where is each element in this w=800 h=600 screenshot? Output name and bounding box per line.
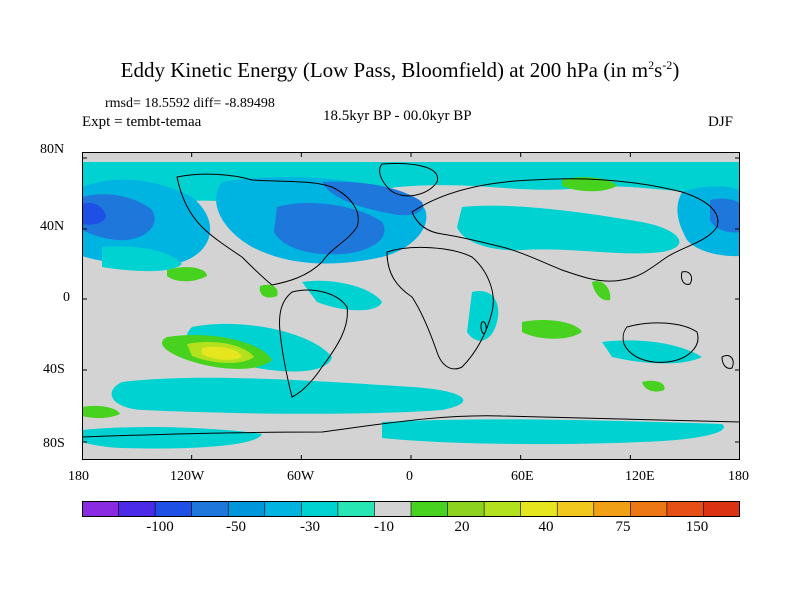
colorbar-swatch [154, 501, 193, 517]
coastline [379, 163, 438, 197]
lon-tick-label: 120E [625, 469, 655, 484]
anomaly-region [82, 194, 155, 241]
coastline [480, 321, 487, 335]
anomaly-region [562, 177, 617, 192]
colorbar-label: 75 [615, 519, 631, 535]
anomaly-region [186, 323, 332, 372]
colorbar-swatch [118, 501, 156, 517]
colorbar-swatch [447, 501, 485, 517]
anomaly-region [82, 202, 106, 225]
lon-tick-label: 0 [406, 469, 413, 484]
map-plot [82, 152, 740, 460]
colorbar-label: -50 [226, 519, 246, 535]
colorbar-label: -30 [300, 519, 320, 535]
colorbar-label: -100 [146, 519, 174, 535]
lon-tick-label: 60E [511, 469, 534, 484]
chart-title: Eddy Kinetic Energy (Low Pass, Bloomfiel… [120, 58, 680, 82]
colorbar-swatch [82, 501, 120, 517]
anomaly-region [82, 405, 120, 418]
colorbar-swatch [227, 501, 266, 517]
anomaly-region [322, 181, 423, 216]
colorbar-swatch [556, 501, 595, 517]
colorbar-swatch [191, 501, 230, 517]
anomaly-region [102, 246, 182, 272]
anomaly-region [167, 267, 207, 282]
colorbar-label: 40 [538, 519, 554, 535]
colorbar-swatch [374, 501, 412, 517]
anomaly-region [522, 320, 582, 339]
colorbar-label: 150 [685, 519, 709, 535]
field-contours [82, 162, 740, 449]
lon-tick-label: 180 [68, 469, 89, 484]
colorbar-swatch [630, 501, 668, 517]
coastline [411, 178, 719, 282]
frame-ticks [82, 152, 740, 460]
coastline [622, 322, 699, 363]
experiment-label: Expt = tembt-temaa [82, 114, 202, 130]
anomaly-region [202, 346, 242, 360]
lon-tick-label: 180 [728, 469, 749, 484]
colorbar-label: 20 [454, 519, 470, 535]
colorbar-swatch [666, 501, 705, 517]
anomaly-region [302, 280, 382, 311]
lon-tick-label: 60W [287, 469, 315, 484]
colorbar-swatch [264, 501, 303, 517]
colorbar [82, 501, 740, 517]
anomaly-region [382, 419, 724, 445]
anomaly-region [274, 202, 385, 255]
colorbar-swatch [483, 501, 522, 517]
anomaly-region [467, 291, 499, 341]
coastline [681, 271, 693, 285]
colorbar-swatch [703, 501, 740, 517]
coastline [386, 246, 494, 370]
lat-tick-label: 80N [40, 142, 65, 157]
lat-tick-label: 80S [43, 436, 65, 451]
stats-label: rmsd= 18.5592 diff= -8.89498 [105, 96, 275, 111]
anomaly-region [259, 284, 278, 298]
coastline [82, 415, 740, 438]
coastline [176, 173, 359, 286]
colorbar-label: -10 [374, 519, 394, 535]
lat-tick-label: 40S [43, 362, 65, 377]
season-label: DJF [708, 114, 734, 130]
anomaly-region [457, 205, 680, 254]
period-label: 18.5kyr BP - 00.0kyr BP [323, 108, 472, 124]
colorbar-swatch [593, 501, 632, 517]
colorbar-swatch [520, 501, 559, 517]
colorbar-border [82, 501, 740, 517]
coastline [721, 354, 734, 369]
colorbar-swatch [410, 501, 449, 517]
anomaly-region [82, 427, 262, 449]
coastline [279, 289, 348, 398]
lat-tick-label: 0 [63, 290, 70, 305]
lon-tick-label: 120W [170, 469, 205, 484]
anomaly-region [602, 340, 702, 364]
colorbar-swatch [301, 501, 339, 517]
anomaly-region [592, 281, 611, 301]
coastlines [82, 163, 740, 438]
lat-tick-label: 40N [40, 219, 65, 234]
anomaly-region [642, 380, 665, 392]
anomaly-region [111, 377, 464, 414]
colorbar-swatch [337, 501, 376, 517]
